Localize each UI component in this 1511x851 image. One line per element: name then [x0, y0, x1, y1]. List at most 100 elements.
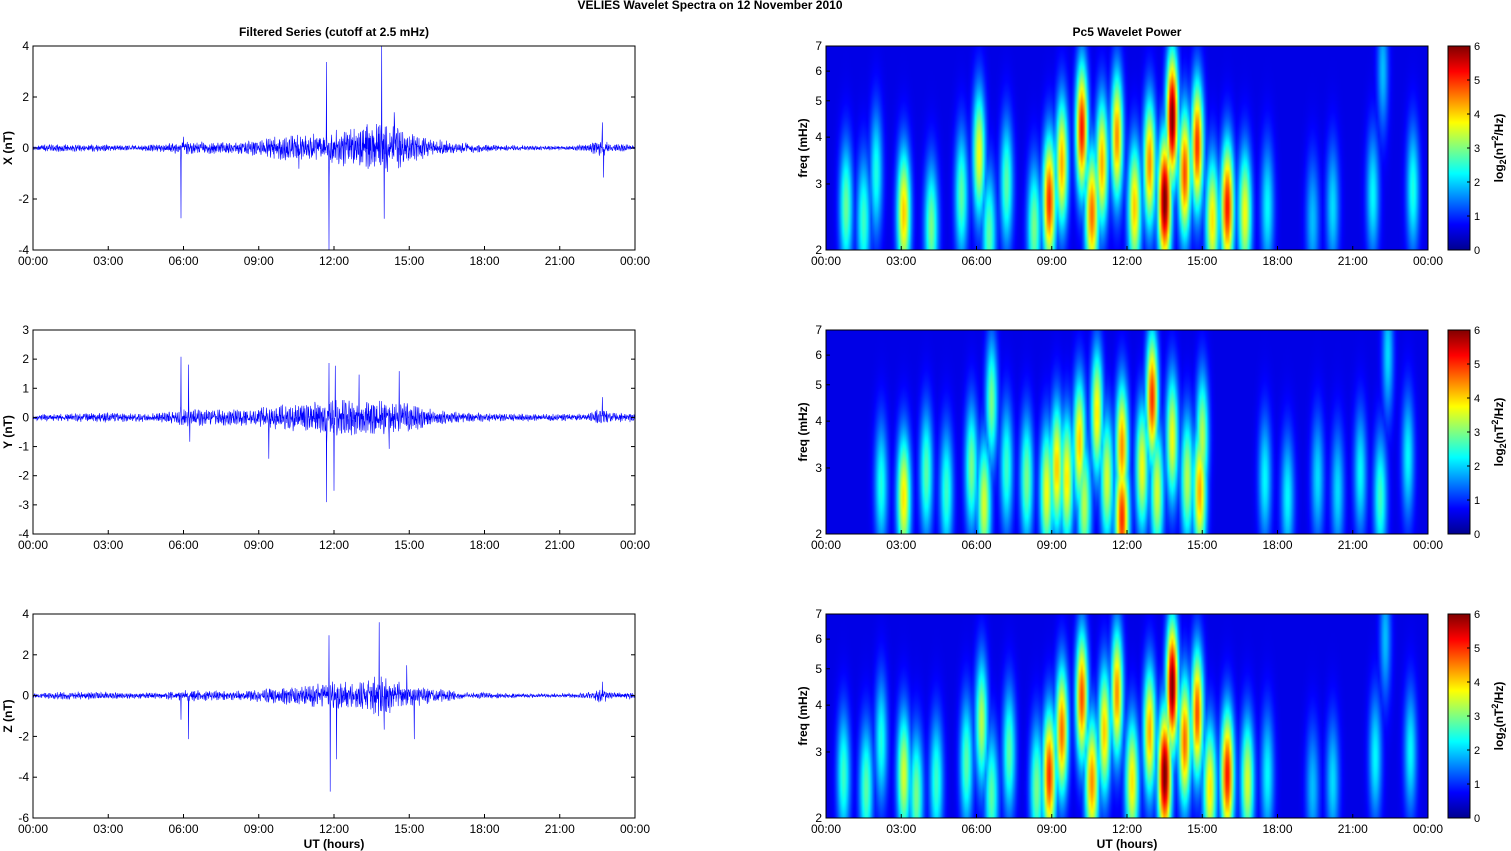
ts-x-xtick-label: 15:00 [394, 254, 424, 268]
wavelet-y-xtick-label: 12:00 [1112, 538, 1142, 552]
wavelet-z-xtick-label: 00:00 [1413, 822, 1443, 836]
ts-x-ytick-label: -2 [18, 192, 29, 206]
wavelet-y-ytick-label: 2 [815, 527, 822, 541]
time-series-xlabel: UT (hours) [304, 837, 365, 851]
ts-z-xtick-label: 21:00 [545, 822, 575, 836]
ts-y-ytick-label: 3 [22, 323, 29, 337]
wavelet-z-colorbar-tick-label: 5 [1474, 643, 1480, 655]
wavelet-power-y-panel: 2 3 4 5 6 7 00:00 03:00 06:00 09:00 12:00 15:00 18:0… [796, 323, 1443, 552]
wavelet-z-ytick-label: 5 [815, 662, 822, 676]
wavelet-x-xtick-label: 00:00 [811, 254, 841, 268]
wavelet-x-xtick-label: 03:00 [886, 254, 916, 268]
wavelet-y-colorbar-tick-label: 6 [1474, 325, 1480, 337]
wavelet-y-colorbar-tick-label: 1 [1474, 495, 1480, 507]
ts-z-xtick-label: 15:00 [394, 822, 424, 836]
ts-y-xtick-label: 00:00 [620, 538, 650, 552]
ts-z-xtick-label: 00:00 [18, 822, 48, 836]
ts-x-ytick-label: -4 [18, 243, 29, 257]
wavelet-z-heatmap [826, 614, 1428, 818]
wavelet-z-colorbar-scale [1447, 613, 1471, 819]
ts-y-xtick-label: 03:00 [93, 538, 123, 552]
wavelet-y-colorbar-tick-label: 0 [1474, 529, 1480, 541]
wavelet-x-ytick-label: 4 [815, 130, 822, 144]
ts-z-ytick-label: -2 [18, 729, 29, 743]
wavelet-y-xtick-label: 06:00 [961, 538, 991, 552]
ts-z-ytick-label: 4 [22, 607, 29, 621]
colorbar-z: 0 1 2 3 4 5 6 log2(nT2/Hz) [1447, 609, 1508, 825]
wavelet-x-ylabel: freq (mHz) [796, 118, 810, 177]
wavelet-y-xtick-label: 09:00 [1037, 538, 1067, 552]
wavelet-y-ytick-label: 3 [815, 461, 822, 475]
ts-x-ytick-label: 0 [22, 141, 29, 155]
wavelet-y-colorbar-label: log2(nT2/Hz) [1490, 398, 1508, 467]
ts-y-xtick-label: 18:00 [469, 538, 499, 552]
wavelet-x-colorbar-tick-label: 1 [1474, 211, 1480, 223]
ts-y-ytick-label: 1 [22, 381, 29, 395]
wavelet-y-colorbar-tick-label: 2 [1474, 461, 1480, 473]
wavelet-y-xtick-label: 03:00 [886, 538, 916, 552]
wavelet-x-colorbar-tick-label: 0 [1474, 245, 1480, 257]
wavelet-y-heatmap [826, 330, 1428, 534]
ts-y-xtick-label: 00:00 [18, 538, 48, 552]
ts-y-xtick-label: 09:00 [244, 538, 274, 552]
wavelet-z-xtick-label: 09:00 [1037, 822, 1067, 836]
wavelet-y-xtick-label: 00:00 [811, 538, 841, 552]
ts-z-ytick-label: -4 [18, 770, 29, 784]
ts-y-ytick-label: 2 [22, 352, 29, 366]
wavelet-x-xtick-label: 15:00 [1187, 254, 1217, 268]
wavelet-power-z-panel: 2 3 4 5 6 7 00:00 03:00 06:00 09:00 12:00 15:00 18:0… [796, 607, 1443, 836]
wavelet-power-x-panel: 2 3 4 5 6 7 00:00 03:00 06:00 09:00 12:00 15:00 18:0… [796, 39, 1443, 268]
wavelet-x-xtick-label: 06:00 [961, 254, 991, 268]
figure-title: VELIES Wavelet Spectra on 12 November 20… [577, 0, 842, 12]
ts-y-ytick-label: -3 [18, 498, 29, 512]
ts-z-plot-area [33, 614, 635, 818]
wavelet-x-xtick-label: 18:00 [1262, 254, 1292, 268]
wavelet-y-xtick-label: 00:00 [1413, 538, 1443, 552]
ts-y-xtick-label: 15:00 [394, 538, 424, 552]
wavelet-x-heatmap [826, 46, 1428, 250]
wavelet-x-xtick-label: 12:00 [1112, 254, 1142, 268]
ts-x-ytick-label: 2 [22, 90, 29, 104]
wavelet-y-xtick-label: 15:00 [1187, 538, 1217, 552]
ts-y-series-line [32, 356, 636, 503]
ts-y-xtick-label: 06:00 [168, 538, 198, 552]
ts-z-xtick-label: 18:00 [469, 822, 499, 836]
wavelet-z-colorbar-tick-label: 3 [1474, 711, 1480, 723]
wavelet-z-colorbar-label: log2(nT2/Hz) [1490, 682, 1508, 751]
colorbar-y: 0 1 2 3 4 5 6 log2(nT2/Hz) [1447, 325, 1508, 541]
wavelet-z-ytick-label: 3 [815, 745, 822, 759]
wavelet-z-xtick-label: 15:00 [1187, 822, 1217, 836]
wavelet-z-ytick-label: 4 [815, 698, 822, 712]
ts-y-ytick-label: -1 [18, 440, 29, 454]
ts-z-ytick-label: 0 [22, 689, 29, 703]
ts-x-series-line [32, 45, 636, 250]
wavelet-z-colorbar-tick-label: 4 [1474, 677, 1480, 689]
wavelet-xlabel: UT (hours) [1097, 837, 1158, 851]
ts-x-xtick-label: 12:00 [319, 254, 349, 268]
ts-x-ytick-label: 4 [22, 39, 29, 53]
right-column-title: Pc5 Wavelet Power [1073, 25, 1182, 39]
wavelet-y-ytick-label: 7 [815, 323, 822, 337]
ts-y-xtick-label: 21:00 [545, 538, 575, 552]
ts-x-xtick-label: 09:00 [244, 254, 274, 268]
wavelet-z-colorbar-tick-label: 1 [1474, 779, 1480, 791]
wavelet-y-xtick-label: 21:00 [1338, 538, 1368, 552]
wavelet-x-ytick-label: 2 [815, 243, 822, 257]
ts-y-ytick-label: -4 [18, 527, 29, 541]
wavelet-y-ylabel: freq (mHz) [796, 402, 810, 461]
ts-x-ylabel: X (nT) [1, 131, 15, 165]
wavelet-y-colorbar-scale [1447, 329, 1471, 535]
wavelet-x-xtick-label: 21:00 [1338, 254, 1368, 268]
wavelet-x-colorbar-tick-label: 4 [1474, 109, 1480, 121]
ts-y-xtick-label: 12:00 [319, 538, 349, 552]
wavelet-z-ytick-label: 6 [815, 632, 822, 646]
wavelet-y-ytick-label: 6 [815, 348, 822, 362]
wavelet-z-xtick-label: 00:00 [811, 822, 841, 836]
ts-x-xtick-label: 18:00 [469, 254, 499, 268]
ts-x-xtick-label: 03:00 [93, 254, 123, 268]
wavelet-z-colorbar-tick-label: 2 [1474, 745, 1480, 757]
wavelet-z-xtick-label: 21:00 [1338, 822, 1368, 836]
left-column-title: Filtered Series (cutoff at 2.5 mHz) [239, 25, 429, 39]
wavelet-x-colorbar-scale [1447, 45, 1471, 251]
wavelet-y-xtick-label: 18:00 [1262, 538, 1292, 552]
